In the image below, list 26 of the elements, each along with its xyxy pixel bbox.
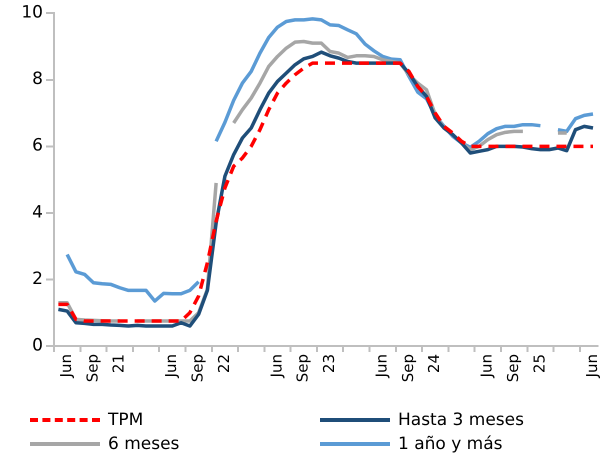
x-tick-label: Jun (57, 354, 76, 378)
x-tick-label: Sep (294, 354, 312, 382)
y-tick-label: 2 (32, 268, 43, 289)
x-tick-label: 23 (320, 354, 338, 374)
legend-label: 6 meses (108, 434, 180, 454)
x-tick-label: Sep (398, 354, 417, 382)
x-tick-label: Sep (188, 354, 206, 382)
x-tick-label: Jun (582, 354, 601, 378)
y-tick-label: 6 (32, 136, 43, 156)
y-tick-label: 4 (32, 202, 43, 222)
y-tick-label: 8 (32, 69, 43, 90)
y-tick-label: 10 (21, 2, 43, 23)
x-tick-label: Jun (267, 354, 286, 378)
x-tick-label: Sep (504, 354, 522, 382)
x-tick-label: 24 (425, 354, 444, 374)
x-tick-label: 21 (110, 354, 128, 374)
x-tick-label: 25 (530, 354, 548, 374)
x-tick-label: 22 (214, 354, 233, 374)
legend-label: 1 año y más (398, 434, 503, 454)
x-tick-label: Jun (372, 354, 391, 378)
x-tick-label: Jun (162, 354, 180, 378)
x-tick-label: Sep (83, 354, 102, 382)
legend-label: TPM (108, 410, 144, 430)
legend-label: Hasta 3 meses (398, 410, 524, 430)
y-tick-label: 0 (32, 335, 43, 356)
x-tick-label: Jun (478, 354, 496, 378)
